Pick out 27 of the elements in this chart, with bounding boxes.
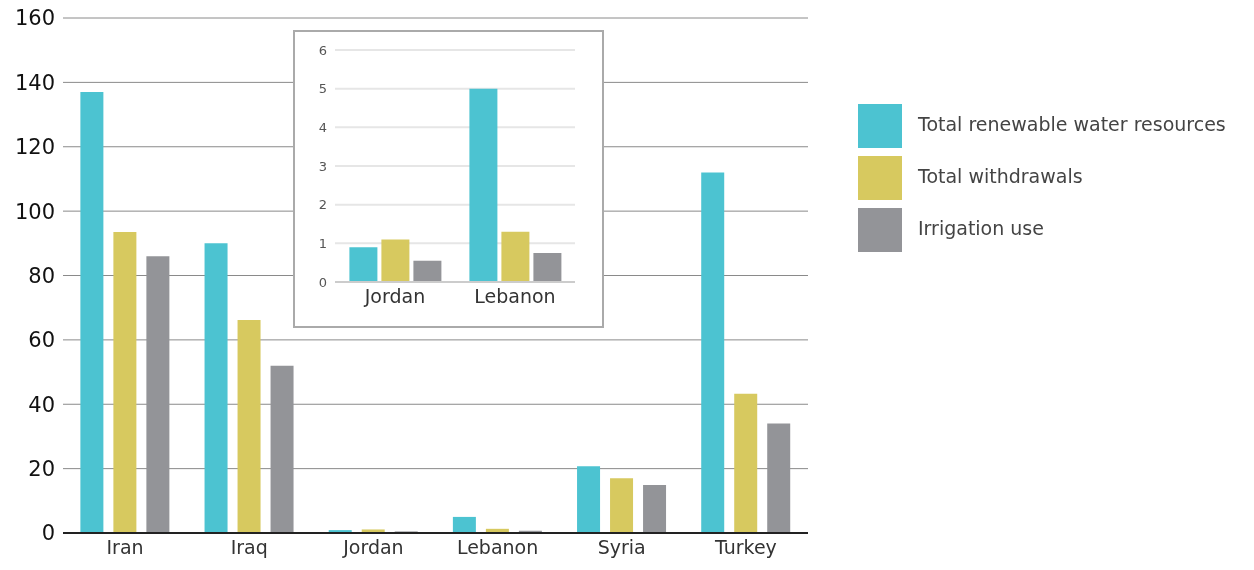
x-tick-label: Turkey — [713, 536, 777, 559]
y-tick-label: 5 — [318, 81, 327, 97]
y-tick-label: 100 — [14, 199, 55, 224]
legend-label: Irrigation use — [918, 217, 1044, 239]
y-tick-label: 0 — [318, 274, 327, 290]
y-tick-label: 1 — [318, 235, 327, 251]
x-tick-label: Syria — [597, 536, 646, 559]
y-tick-label: 20 — [28, 457, 55, 482]
x-tick-label: Jordan — [363, 285, 426, 308]
y-tick-label: 4 — [318, 119, 327, 135]
x-tick-label: Lebanon — [474, 285, 556, 308]
x-tick-label: Jordan — [342, 536, 404, 559]
legend-label: Total withdrawals — [918, 165, 1083, 187]
y-tick-label: 160 — [14, 6, 55, 31]
y-tick-label: 60 — [28, 328, 55, 353]
y-tick-label: 40 — [28, 392, 55, 417]
y-tick-label: 120 — [14, 135, 55, 160]
x-tick-label: Iraq — [230, 536, 268, 559]
y-tick-label: 140 — [14, 70, 55, 95]
y-tick-label: 80 — [28, 263, 55, 288]
x-tick-label: Lebanon — [456, 536, 539, 559]
y-tick-label: 6 — [318, 42, 327, 58]
y-tick-label: 2 — [318, 197, 327, 213]
y-tick-label: 0 — [41, 521, 55, 546]
legend-label: Total renewable water resources — [918, 113, 1226, 135]
x-tick-label: Iran — [106, 536, 144, 559]
y-tick-label: 3 — [318, 158, 327, 174]
